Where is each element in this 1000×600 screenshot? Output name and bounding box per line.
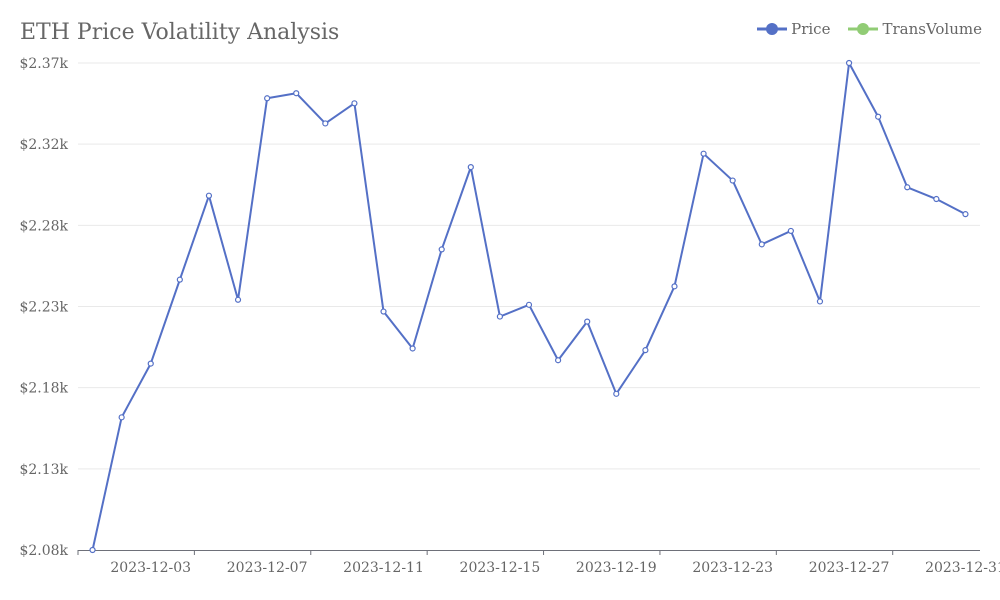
legend-swatch-price bbox=[757, 23, 788, 35]
x-tick-label-6: 2023-12-27 bbox=[809, 560, 890, 576]
data-point-11 bbox=[409, 345, 416, 352]
data-point-6 bbox=[264, 95, 271, 102]
data-point-5 bbox=[234, 296, 242, 303]
data-point-3 bbox=[176, 276, 183, 283]
x-tick-label-1: 2023-12-07 bbox=[227, 560, 308, 576]
data-point-12 bbox=[438, 246, 445, 253]
data-point-17 bbox=[584, 318, 591, 325]
legend-label-price: Price bbox=[791, 20, 831, 38]
y-tick-label-5: $2.32k bbox=[19, 137, 68, 153]
legend-item-price[interactable]: Price bbox=[757, 20, 830, 38]
legend-swatch-transvolume bbox=[848, 23, 879, 35]
y-tick-label-4: $2.28k bbox=[19, 218, 68, 234]
data-point-4 bbox=[205, 192, 213, 199]
data-point-2 bbox=[147, 360, 154, 367]
y-tick-label-1: $2.13k bbox=[19, 462, 68, 478]
chart-title: ETH Price Volatility Analysis bbox=[20, 20, 340, 45]
legend-label-transvolume: TransVolume bbox=[882, 20, 982, 38]
x-tick-label-5: 2023-12-23 bbox=[692, 560, 773, 576]
data-point-25 bbox=[816, 298, 824, 305]
data-point-30 bbox=[962, 211, 969, 218]
x-tick-label-2: 2023-12-11 bbox=[343, 560, 424, 576]
y-tick-label-6: $2.37k bbox=[19, 56, 68, 72]
data-point-8 bbox=[322, 120, 329, 127]
data-point-1 bbox=[118, 414, 125, 421]
data-point-20 bbox=[671, 283, 678, 290]
data-point-29 bbox=[933, 195, 940, 203]
data-point-28 bbox=[904, 184, 911, 191]
data-point-15 bbox=[525, 301, 533, 308]
data-point-7 bbox=[293, 90, 300, 97]
legend-item-transvolume[interactable]: TransVolume bbox=[848, 20, 982, 38]
data-point-18 bbox=[613, 390, 620, 397]
y-tick-label-2: $2.18k bbox=[19, 381, 68, 397]
x-tick-label-4: 2023-12-19 bbox=[576, 560, 657, 576]
x-tick-label-7: 2023-12-31 bbox=[925, 560, 1000, 576]
y-tick-label-3: $2.23k bbox=[19, 300, 68, 316]
data-point-24 bbox=[787, 227, 794, 235]
legend: Price TransVolume bbox=[757, 20, 982, 38]
data-point-0 bbox=[89, 546, 96, 554]
data-point-22 bbox=[729, 177, 736, 184]
data-point-19 bbox=[642, 347, 649, 354]
data-point-14 bbox=[496, 313, 504, 320]
data-point-9 bbox=[351, 100, 358, 107]
data-point-10 bbox=[380, 308, 387, 315]
data-point-26 bbox=[845, 59, 853, 67]
data-point-21 bbox=[700, 150, 707, 157]
x-tick-label-3: 2023-12-15 bbox=[460, 560, 541, 576]
data-point-16 bbox=[554, 357, 562, 364]
y-tick-label-0: $2.08k bbox=[19, 543, 68, 559]
data-point-13 bbox=[467, 164, 474, 171]
data-point-27 bbox=[875, 113, 882, 120]
x-tick-label-0: 2023-12-03 bbox=[110, 560, 191, 576]
data-point-23 bbox=[758, 241, 765, 248]
